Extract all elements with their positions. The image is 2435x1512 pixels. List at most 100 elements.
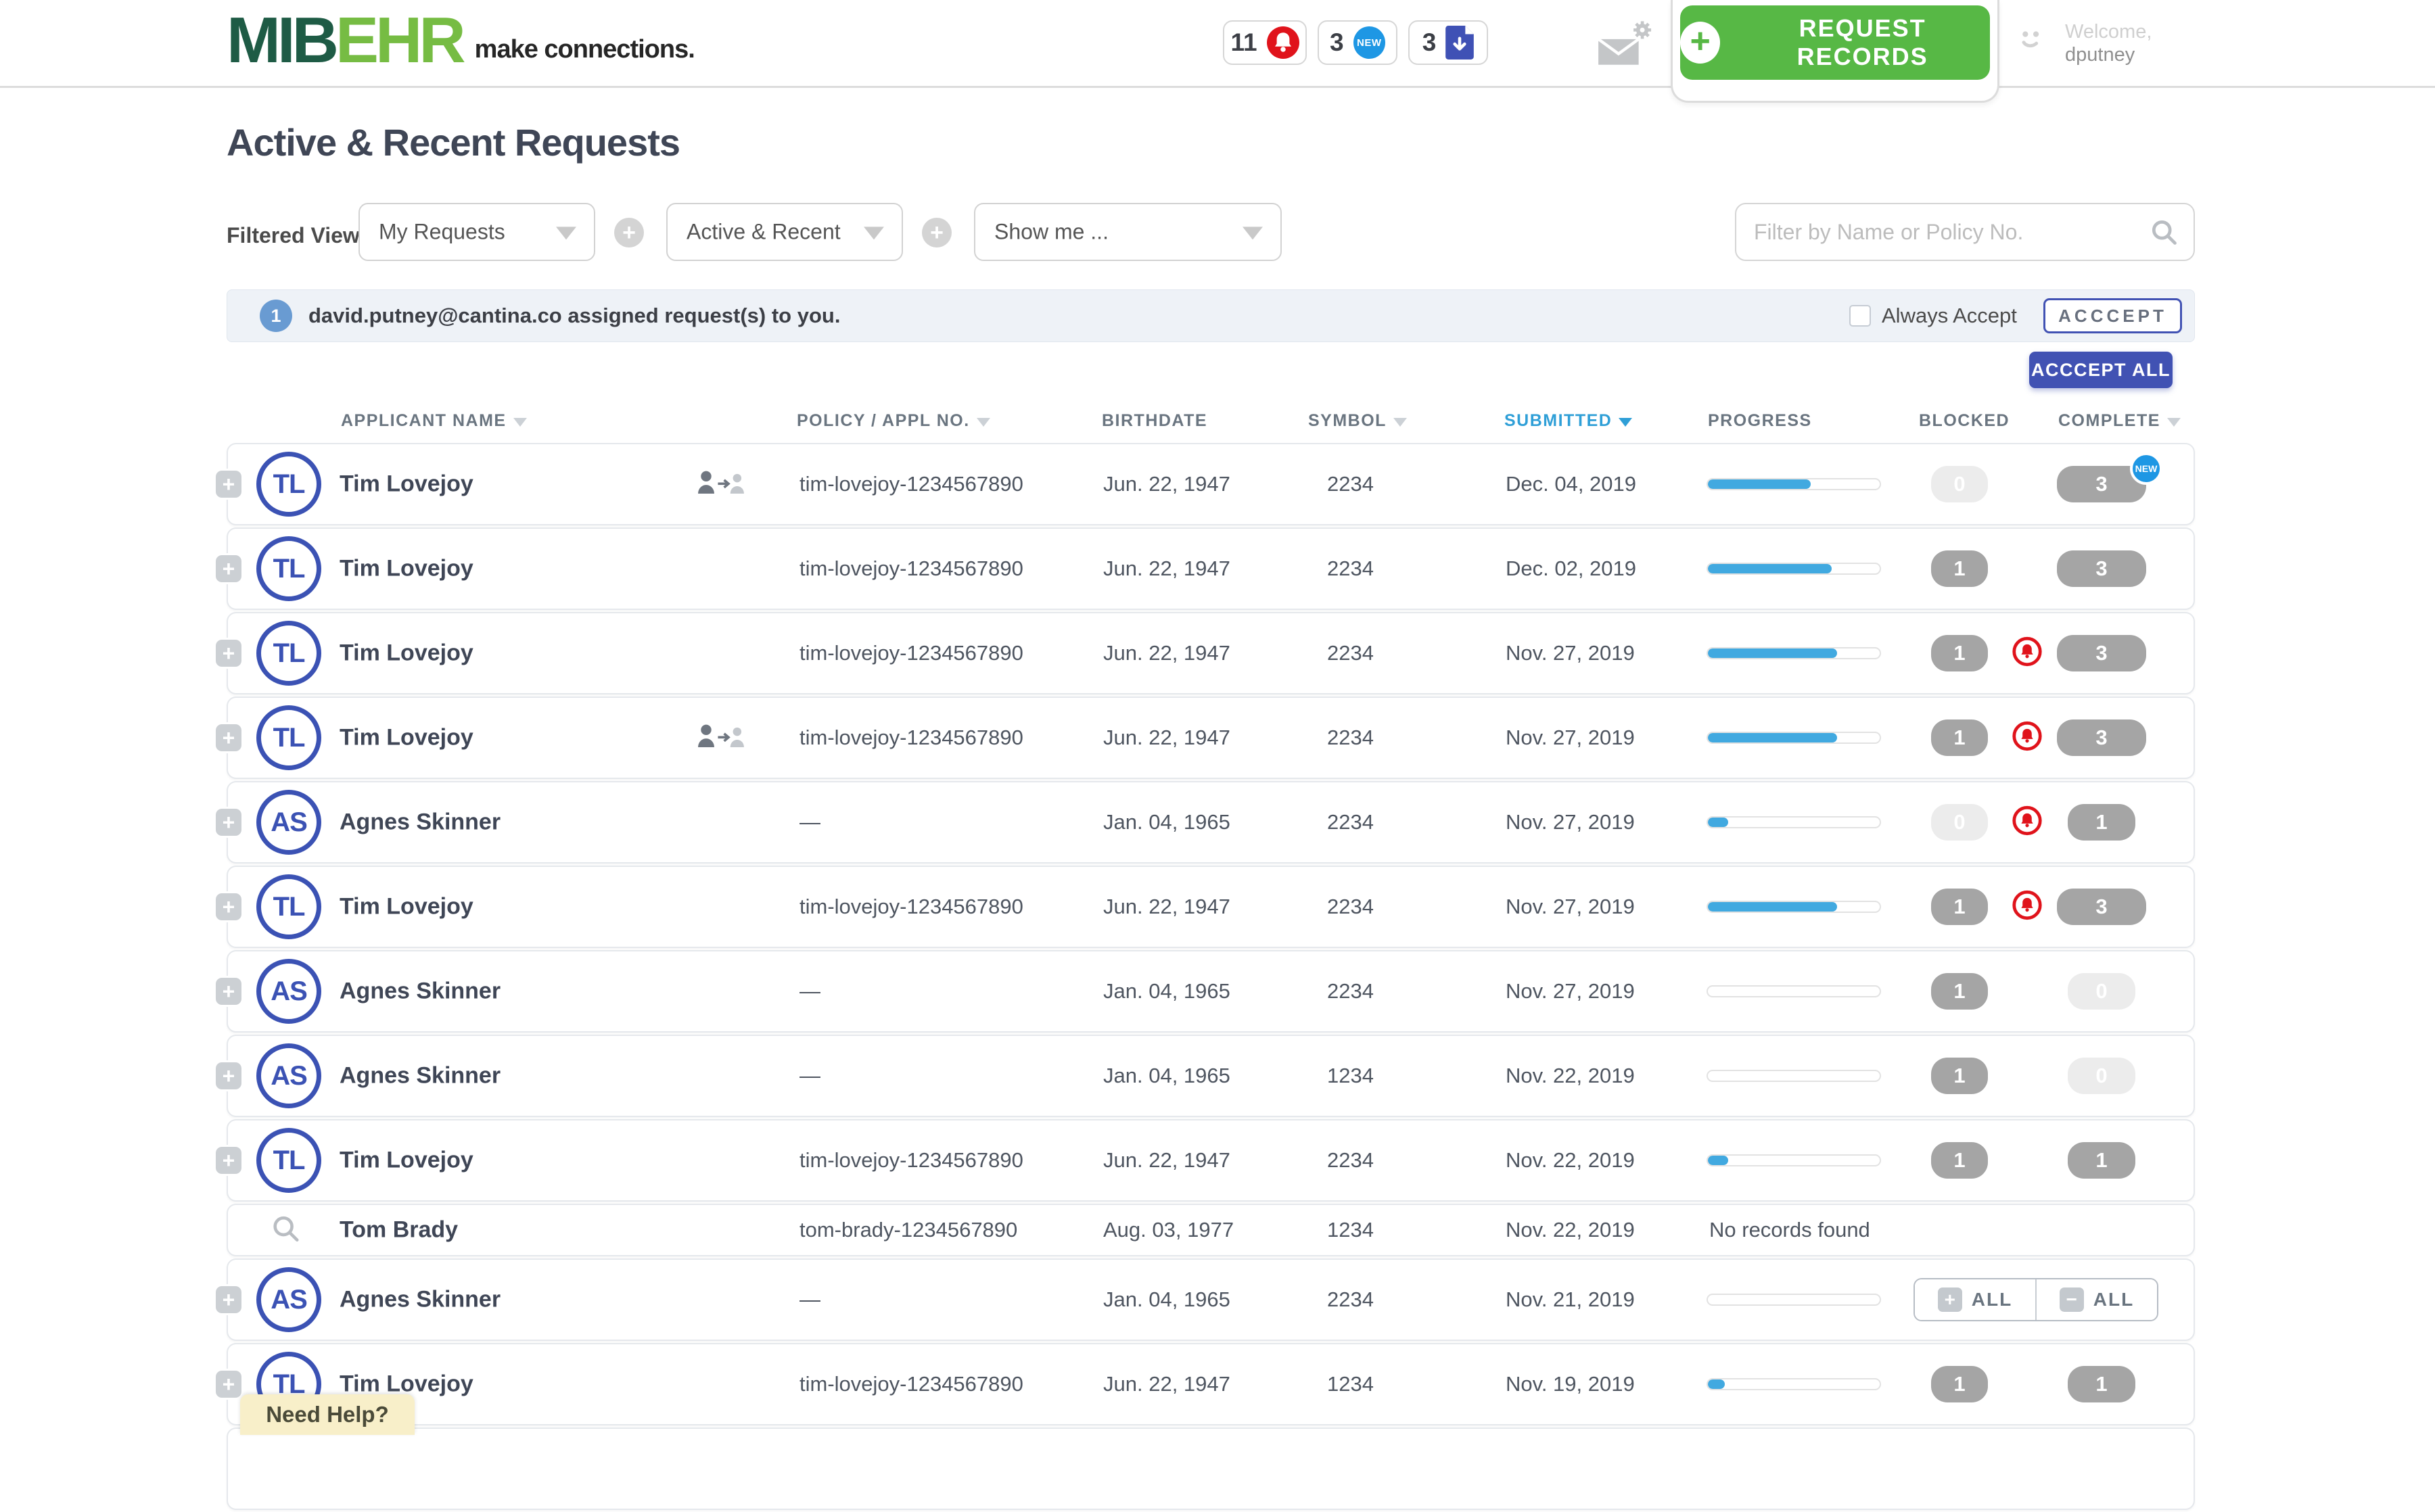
policy-number: —: [799, 979, 820, 1003]
filter-search: [1735, 203, 2195, 261]
table-row[interactable]: + TL Tim Lovejoy tim-lovejoy-1234567890 …: [227, 527, 2195, 610]
accept-button[interactable]: ACCCEPT: [2043, 298, 2182, 333]
file-download-icon: [1445, 26, 1474, 60]
smiley-icon: [2012, 20, 2051, 66]
filter-dropdown-active-recent[interactable]: Active & Recent: [666, 203, 903, 261]
complete-count-badge[interactable]: 3: [2057, 550, 2146, 587]
need-help-tab[interactable]: Need Help?: [240, 1394, 415, 1435]
table-row[interactable]: + AS Agnes Skinner — Jan. 04, 1965 2234 …: [227, 1258, 2195, 1341]
complete-count-badge[interactable]: 0: [2068, 973, 2135, 1010]
expand-row-button[interactable]: +: [216, 893, 241, 920]
applicant-name: Tim Lovejoy: [340, 471, 473, 498]
complete-count-badge[interactable]: 1: [2068, 1366, 2135, 1402]
expand-row-button[interactable]: +: [216, 471, 241, 498]
applicant-name: Agnes Skinner: [340, 1063, 501, 1089]
avatar: TL: [256, 1128, 321, 1193]
accept-all-button[interactable]: ACCCEPT ALL: [2029, 352, 2173, 388]
add-all-button[interactable]: +ALL: [1915, 1279, 2035, 1320]
complete-count-badge[interactable]: 1: [2068, 804, 2135, 841]
filter-search-input[interactable]: [1754, 204, 2133, 260]
user-menu[interactable]: Welcome, dputney: [2012, 20, 2152, 66]
progress-bar: [1707, 1294, 1881, 1306]
table-row[interactable]: + TL Tim Lovejoy tim-lovejoy-1234567890 …: [227, 1343, 2195, 1425]
request-records-button[interactable]: + REQUEST RECORDS: [1680, 5, 1990, 80]
blocked-count-badge[interactable]: 1: [1931, 889, 1988, 925]
alerts-badge-button[interactable]: 11: [1223, 20, 1307, 65]
expand-row-button[interactable]: +: [216, 1371, 241, 1398]
submitted-date: Nov. 22, 2019: [1506, 1148, 1635, 1173]
avatar: AS: [256, 1043, 321, 1108]
blocked-count-badge[interactable]: 1: [1931, 1366, 1988, 1402]
applicant-name: Tim Lovejoy: [340, 556, 473, 582]
column-header-symbol[interactable]: SYMBOL: [1308, 411, 1407, 431]
search-icon: [270, 1213, 301, 1248]
birthdate: Jun. 22, 1947: [1103, 557, 1230, 581]
table-row[interactable]: Tom Brady tom-brady-1234567890 Aug. 03, …: [227, 1204, 2195, 1256]
filter-dropdown-show-me[interactable]: Show me ...: [974, 203, 1282, 261]
symbol: 2234: [1327, 557, 1374, 581]
symbol: 2234: [1327, 472, 1374, 496]
column-header-complete[interactable]: COMPLETE: [2058, 411, 2181, 431]
new-items-badge-button[interactable]: 3 NEW: [1318, 20, 1397, 65]
expand-row-button[interactable]: +: [216, 555, 241, 582]
blocked-count-badge[interactable]: 1: [1931, 550, 1988, 587]
column-header-applicant-name[interactable]: APPLICANT NAME: [341, 411, 527, 431]
birthdate: Jan. 04, 1965: [1103, 1064, 1230, 1088]
mail-settings-icon[interactable]: [1593, 19, 1655, 74]
always-accept-checkbox[interactable]: [1849, 305, 1871, 327]
expand-row-button[interactable]: +: [216, 1286, 241, 1313]
complete-count-badge[interactable]: 3: [2057, 635, 2146, 671]
blocked-count-badge[interactable]: 1: [1931, 635, 1988, 671]
remove-all-button[interactable]: −ALL: [2037, 1279, 2157, 1320]
column-header-policy-appl-no-[interactable]: POLICY / APPL NO.: [797, 411, 990, 431]
filter-dropdown-my-requests[interactable]: My Requests: [358, 203, 595, 261]
blocked-count-badge[interactable]: 1: [1931, 719, 1988, 756]
symbol: 2234: [1327, 895, 1374, 919]
progress-bar: [1707, 901, 1881, 913]
table-row-partial: [227, 1427, 2195, 1510]
submitted-date: Nov. 27, 2019: [1506, 726, 1635, 750]
table-row[interactable]: + TL Tim Lovejoy tim-lovejoy-1234567890 …: [227, 1119, 2195, 1202]
applicant-name: Tim Lovejoy: [340, 1148, 473, 1174]
new-icon: NEW: [1353, 26, 1385, 59]
blocked-count-badge[interactable]: 1: [1931, 1058, 1988, 1094]
transfer-person-icon: [695, 468, 747, 501]
expand-row-button[interactable]: +: [216, 1062, 241, 1089]
complete-count-badge[interactable]: 3 NEW: [2057, 466, 2146, 502]
birthdate: Jan. 04, 1965: [1103, 810, 1230, 834]
requests-table: + TL Tim Lovejoy tim-lovejoy-1234567890 …: [227, 443, 2195, 1512]
table-row[interactable]: + TL Tim Lovejoy tim-lovejoy-1234567890 …: [227, 612, 2195, 694]
complete-count-badge[interactable]: 0: [2068, 1058, 2135, 1094]
complete-count-badge[interactable]: 1: [2068, 1142, 2135, 1179]
expand-row-button[interactable]: +: [216, 809, 241, 836]
blocked-count-badge[interactable]: 1: [1931, 1142, 1988, 1179]
chevron-down-icon: [1243, 227, 1263, 239]
expand-row-button[interactable]: +: [216, 978, 241, 1005]
blocked-count-badge[interactable]: 1: [1931, 973, 1988, 1010]
blocked-count-badge[interactable]: 0: [1931, 466, 1988, 502]
expand-row-button[interactable]: +: [216, 1147, 241, 1174]
table-row[interactable]: + TL Tim Lovejoy tim-lovejoy-1234567890 …: [227, 696, 2195, 779]
table-row[interactable]: + AS Agnes Skinner — Jan. 04, 1965 1234 …: [227, 1035, 2195, 1117]
search-icon[interactable]: [2149, 217, 2179, 247]
expand-row-button[interactable]: +: [216, 640, 241, 667]
username: dputney: [2065, 44, 2135, 66]
complete-count-badge[interactable]: 3: [2057, 719, 2146, 756]
avatar: TL: [256, 621, 321, 686]
progress-bar: [1707, 563, 1881, 575]
column-header-submitted[interactable]: SUBMITTED: [1504, 411, 1632, 431]
table-row[interactable]: + TL Tim Lovejoy tim-lovejoy-1234567890 …: [227, 443, 2195, 525]
expand-row-button[interactable]: +: [216, 724, 241, 751]
complete-count-badge[interactable]: 3: [2057, 889, 2146, 925]
table-row[interactable]: + AS Agnes Skinner — Jan. 04, 1965 2234 …: [227, 950, 2195, 1033]
avatar: TL: [256, 536, 321, 601]
downloads-badge-button[interactable]: 3: [1408, 20, 1488, 65]
symbol: 2234: [1327, 641, 1374, 665]
avatar: AS: [256, 959, 321, 1024]
table-row[interactable]: + AS Agnes Skinner — Jan. 04, 1965 2234 …: [227, 781, 2195, 864]
table-row[interactable]: + TL Tim Lovejoy tim-lovejoy-1234567890 …: [227, 866, 2195, 948]
blocked-alert-bell-icon: [2012, 637, 2042, 670]
blocked-count-badge[interactable]: 0: [1931, 804, 1988, 841]
